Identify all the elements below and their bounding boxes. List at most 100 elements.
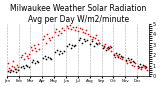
Point <box>20 56 22 58</box>
Point <box>112 53 115 55</box>
Point <box>47 56 49 58</box>
Point <box>62 51 65 52</box>
Point <box>37 43 39 44</box>
Point <box>28 66 30 68</box>
Point <box>17 66 20 68</box>
Point <box>22 59 25 60</box>
Point <box>90 39 93 40</box>
Point <box>131 64 133 65</box>
Point <box>140 66 143 67</box>
Point <box>27 58 29 59</box>
Point <box>30 46 33 47</box>
Point <box>80 28 83 30</box>
Point <box>68 24 71 25</box>
Point <box>103 45 105 46</box>
Title: Milwaukee Weather Solar Radiation
Avg per Day W/m2/minute: Milwaukee Weather Solar Radiation Avg pe… <box>10 4 146 24</box>
Point <box>26 65 29 67</box>
Point <box>77 40 80 41</box>
Point <box>96 43 98 45</box>
Point <box>7 70 9 72</box>
Point <box>73 29 76 31</box>
Point <box>71 44 73 45</box>
Point <box>72 26 74 27</box>
Point <box>74 44 77 46</box>
Point <box>136 67 139 68</box>
Point <box>37 61 40 63</box>
Point <box>66 45 68 46</box>
Point <box>14 68 17 69</box>
Point <box>132 65 135 66</box>
Point <box>130 59 133 60</box>
Point <box>115 52 117 54</box>
Point <box>139 63 141 65</box>
Point <box>45 59 47 60</box>
Point <box>56 34 59 36</box>
Point <box>93 45 95 46</box>
Point <box>109 47 112 48</box>
Point <box>57 53 60 55</box>
Point <box>16 69 19 70</box>
Point <box>118 53 120 55</box>
Point <box>8 71 11 73</box>
Point <box>91 41 93 42</box>
Point <box>61 52 63 54</box>
Point <box>101 44 103 45</box>
Point <box>70 28 73 30</box>
Point <box>36 61 38 62</box>
Point <box>32 60 35 61</box>
Point <box>7 63 10 64</box>
Point <box>89 43 92 44</box>
Point <box>132 60 134 62</box>
Point <box>93 38 96 39</box>
Point <box>85 29 88 31</box>
Point <box>146 69 148 70</box>
Point <box>31 49 34 51</box>
Point <box>120 59 123 60</box>
Point <box>69 47 72 48</box>
Point <box>42 39 44 40</box>
Point <box>122 56 124 57</box>
Point <box>46 33 48 35</box>
Point <box>83 32 86 34</box>
Point <box>126 63 129 64</box>
Point <box>89 35 91 37</box>
Point <box>13 69 16 70</box>
Point <box>125 61 127 62</box>
Point <box>102 46 105 47</box>
Point <box>77 30 80 32</box>
Point <box>48 38 50 39</box>
Point <box>65 25 68 26</box>
Point <box>16 64 18 65</box>
Point <box>55 28 57 30</box>
Point <box>92 37 94 38</box>
Point <box>134 62 136 64</box>
Point <box>95 34 98 36</box>
Point <box>43 55 46 57</box>
Point <box>53 31 56 33</box>
Point <box>67 27 70 29</box>
Point <box>48 57 51 58</box>
Point <box>113 54 116 56</box>
Point <box>106 46 109 47</box>
Point <box>110 50 113 52</box>
Point <box>15 72 17 73</box>
Point <box>142 64 144 66</box>
Point <box>144 68 147 69</box>
Point <box>8 67 10 68</box>
Point <box>21 65 24 66</box>
Point <box>34 63 36 64</box>
Point <box>138 66 140 67</box>
Point <box>107 48 110 50</box>
Point <box>116 54 118 56</box>
Point <box>49 40 52 41</box>
Point <box>119 58 121 59</box>
Point <box>67 43 70 44</box>
Point <box>34 47 36 48</box>
Point <box>25 64 27 65</box>
Point <box>54 51 56 53</box>
Point <box>21 54 23 56</box>
Point <box>82 31 84 33</box>
Point <box>97 40 99 41</box>
Point <box>51 37 53 38</box>
Point <box>41 58 44 59</box>
